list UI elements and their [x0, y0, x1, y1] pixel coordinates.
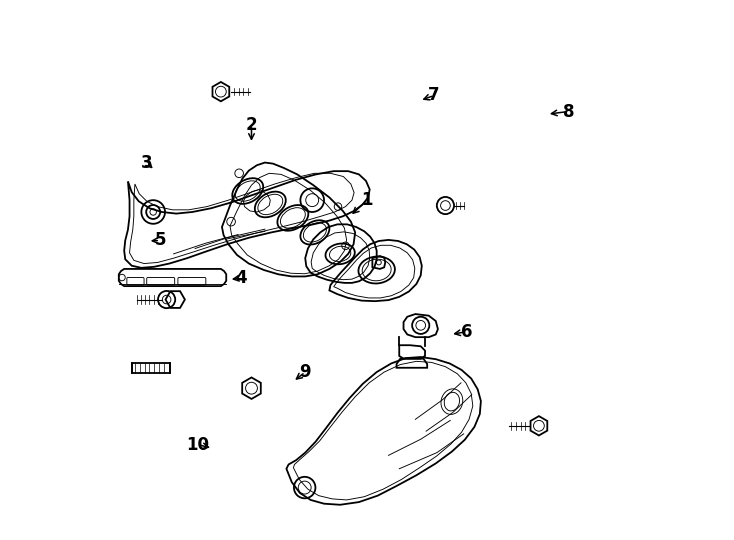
Text: 8: 8 [563, 103, 574, 120]
Text: 1: 1 [361, 191, 373, 209]
Text: 3: 3 [141, 153, 153, 172]
Text: 10: 10 [186, 436, 209, 454]
Text: 5: 5 [154, 232, 166, 249]
Text: 9: 9 [299, 363, 311, 381]
Text: 2: 2 [246, 116, 258, 134]
Text: 7: 7 [429, 86, 440, 104]
Text: 6: 6 [461, 323, 472, 341]
Text: 4: 4 [235, 269, 247, 287]
